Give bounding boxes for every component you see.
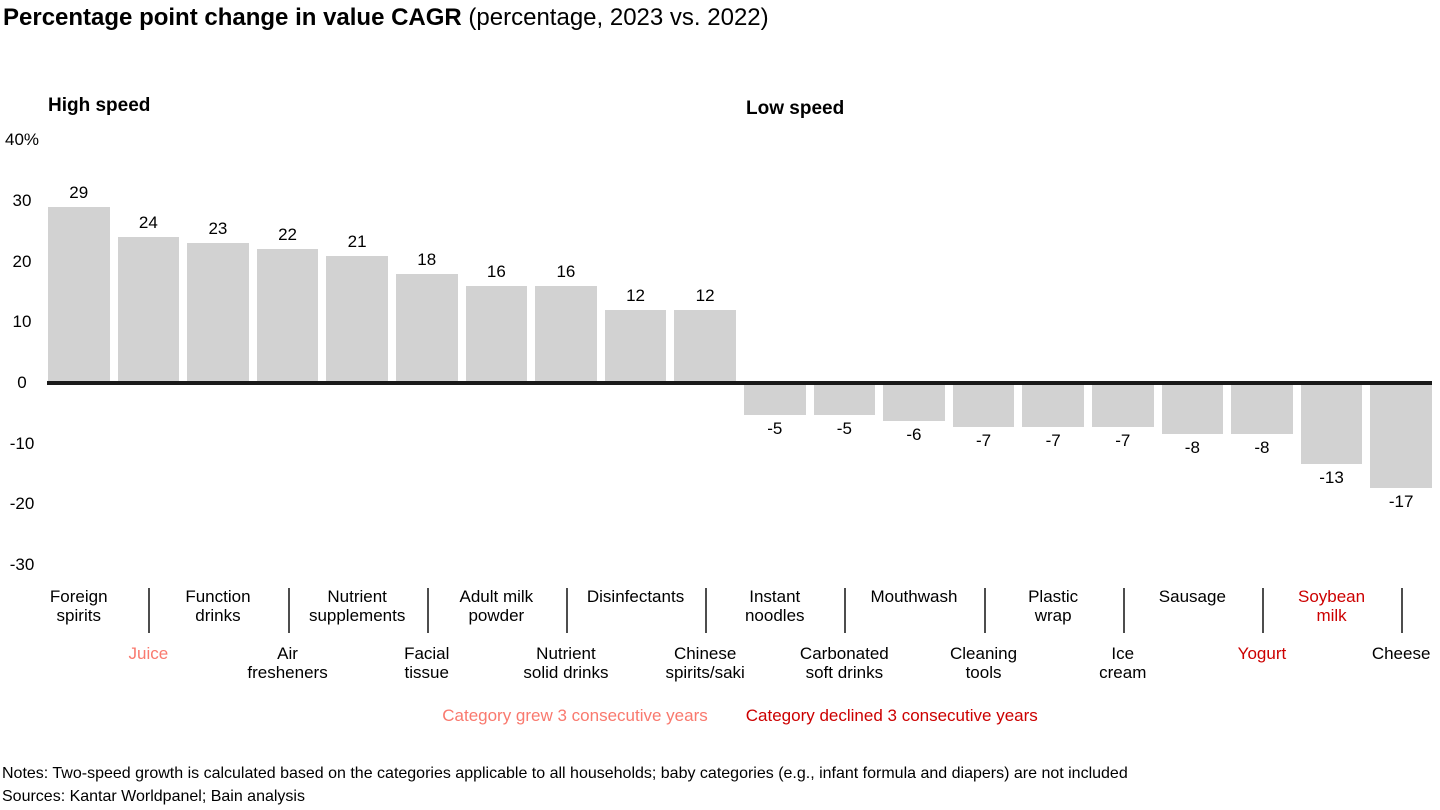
value-label-adult-milk-powder: 16 [486,261,506,281]
legend-item-grew: Category grew 3 consecutive years [442,706,708,725]
category-label-cleaning-tools: Cleaning tools [949,644,1018,682]
title-bold-text: Percentage point change in value CAGR [3,4,462,31]
legend: Category grew 3 consecutive years Catego… [48,706,1432,726]
bar-adult-milk-powder [465,285,528,381]
category-label-juice: Juice [128,644,169,663]
category-separator-tick [1261,588,1264,633]
bar-nutrient-solid-drinks [535,285,597,381]
value-label-plastic-wrap: -7 [1045,431,1061,451]
zero-axis-line [47,381,1432,385]
category-label-carbonated-soft-drinks: Carbonated soft drinks [799,644,889,682]
bar-sausage [1161,385,1224,434]
legend-item-declined: Category declined 3 consecutive years [745,706,1038,725]
bar-disinfectants [604,310,667,381]
category-label-soybean-milk: Soybean milk [1297,587,1366,625]
y-tick-label-40: 40% [4,130,40,150]
category-separator-tick [844,588,847,633]
footnotes: Notes: Two-speed growth is calculated ba… [2,762,1128,808]
category-separator-tick [287,588,290,633]
bar-nutrient-supplements [326,255,388,381]
title-subtitle-text: (percentage, 2023 vs. 2022) [461,4,769,31]
category-separator-tick [705,588,708,633]
category-label-cheese: Cheese [1371,644,1431,663]
low-speed-section-label: Low speed [746,98,845,119]
category-separator-tick [1401,588,1404,633]
category-label-air-fresheners: Air fresheners [247,644,328,682]
category-label-nutrient-supplements: Nutrient supplements [308,587,406,625]
bar-function-drinks [187,243,249,381]
value-label-foreign-spirits: 29 [69,182,89,202]
category-label-nutrient-solid-drinks: Nutrient solid drinks [523,644,609,682]
category-label-disinfectants: Disinfectants [586,587,685,606]
value-label-facial-tissue: 18 [417,249,437,269]
y-tick-label--10: -10 [9,433,35,453]
category-separator-tick [1122,588,1125,633]
category-label-foreign-spirits: Foreign spirits [49,587,108,625]
bar-plastic-wrap [1022,385,1084,428]
page-title: Percentage point change in value CAGR (p… [3,4,769,32]
bar-chinese-spirits-saki [674,310,736,381]
value-label-yogurt: -8 [1254,437,1270,457]
value-label-disinfectants: 12 [626,286,645,306]
category-separator-tick [565,588,568,633]
category-label-plastic-wrap: Plastic wrap [1028,587,1079,625]
category-label-instant-noodles: Instant noodles [744,587,805,625]
value-label-chinese-spirits-saki: 12 [695,286,715,306]
value-label-mouthwash: -6 [906,425,922,445]
bar-juice [117,237,180,381]
category-separator-tick [983,588,986,633]
category-label-ice-cream: Ice cream [1099,644,1147,682]
value-label-sausage: -8 [1184,437,1200,457]
value-label-juice: 24 [138,213,158,233]
y-tick-label--20: -20 [9,494,35,514]
sources-line: Sources: Kantar Worldpanel; Bain analysi… [2,788,305,805]
y-tick-label--30: -30 [9,555,35,575]
value-label-nutrient-supplements: 21 [347,231,367,251]
category-label-adult-milk-powder: Adult milk powder [459,587,534,625]
value-label-soybean-milk: -13 [1319,467,1344,487]
category-label-yogurt: Yogurt [1237,644,1287,663]
bar-air-fresheners [256,249,319,381]
bar-facial-tissue [396,273,458,381]
value-label-carbonated-soft-drinks: -5 [836,419,852,439]
category-separator-tick [148,588,151,633]
high-speed-section-label: High speed [48,95,151,116]
category-label-function-drinks: Function drinks [185,587,251,625]
bar-foreign-spirits [48,206,110,381]
category-label-sausage: Sausage [1158,587,1226,606]
y-tick-label-20: 20 [12,251,32,271]
value-label-air-fresheners: 22 [278,225,297,245]
bar-ice-cream [1092,385,1154,428]
value-label-instant-noodles: -5 [767,419,783,439]
category-label-mouthwash: Mouthwash [870,587,958,606]
value-label-cheese: -17 [1388,492,1414,512]
bar-soybean-milk [1300,385,1363,464]
notes-line: Notes: Two-speed growth is calculated ba… [2,765,1128,782]
bar-cheese [1370,385,1432,489]
y-tick-label-10: 10 [12,312,32,332]
category-separator-tick [426,588,429,633]
bar-carbonated-soft-drinks [813,385,876,416]
bar-instant-noodles [744,385,806,416]
y-tick-label-30: 30 [12,190,32,210]
value-label-function-drinks: 23 [208,219,228,239]
category-label-facial-tissue: Facial tissue [404,644,450,682]
value-label-cleaning-tools: -7 [975,431,992,451]
category-label-chinese-spirits-saki: Chinese spirits/saki [665,644,745,682]
bar-mouthwash [883,385,945,422]
value-label-nutrient-solid-drinks: 16 [556,261,576,281]
value-label-ice-cream: -7 [1115,431,1131,451]
bar-yogurt [1231,385,1293,434]
y-tick-label-0: 0 [17,373,27,392]
bar-cleaning-tools [952,385,1015,428]
